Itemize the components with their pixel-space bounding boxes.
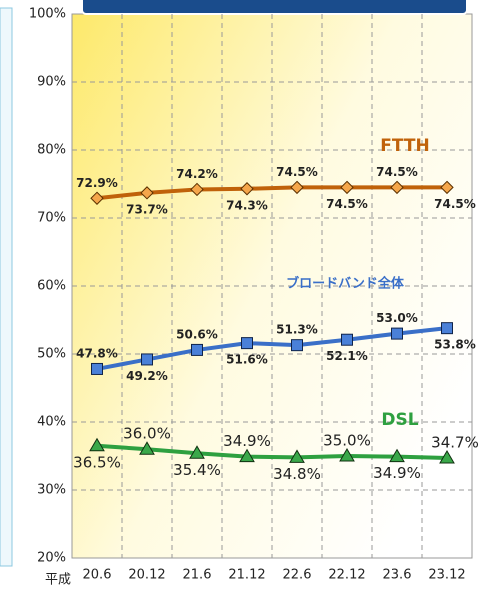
- marker: [440, 180, 454, 195]
- marker: [389, 448, 405, 463]
- data-label: 51.3%: [276, 323, 318, 337]
- marker: [241, 337, 253, 350]
- x-tick-label: 21.6: [183, 568, 212, 583]
- x-tick-label: 20.12: [128, 568, 165, 583]
- data-label: 72.9%: [76, 176, 118, 190]
- x-tick-label: 23.12: [428, 568, 465, 583]
- data-label: 74.2%: [176, 167, 218, 181]
- data-label: 34.9%: [373, 464, 421, 482]
- x-tick-label: 20.6: [83, 568, 112, 583]
- data-label: 74.3%: [226, 198, 268, 212]
- data-label: 50.6%: [176, 327, 218, 341]
- data-label: 34.7%: [431, 434, 479, 452]
- marker: [391, 327, 403, 340]
- marker: [340, 180, 354, 195]
- side-panel: [0, 7, 13, 567]
- y-tick-label: 80%: [37, 143, 66, 158]
- marker: [190, 182, 204, 197]
- marker: [441, 322, 453, 335]
- data-label: 34.8%: [273, 465, 321, 483]
- data-label: 74.5%: [434, 197, 476, 211]
- marker: [341, 333, 353, 346]
- marker: [291, 339, 303, 352]
- data-label: 36.5%: [73, 453, 121, 471]
- marker: [240, 182, 254, 196]
- series-line: [96, 443, 448, 461]
- marker: [89, 437, 105, 452]
- data-label: 35.4%: [173, 461, 221, 479]
- marker: [141, 353, 153, 366]
- marker: [339, 448, 355, 462]
- y-tick-label: 60%: [37, 279, 66, 294]
- data-label: 35.0%: [323, 432, 371, 450]
- series-line: [96, 326, 448, 371]
- marker: [289, 449, 305, 463]
- y-tick-label: 70%: [37, 211, 66, 226]
- series-name: ブロードバンド全体: [286, 276, 405, 292]
- x-tick-label: 23.6: [383, 568, 412, 583]
- data-label: 74.5%: [376, 165, 418, 179]
- data-label: 73.7%: [126, 202, 168, 216]
- banner: [81, 0, 468, 15]
- marker: [191, 343, 203, 356]
- x-tick-label: 21.12: [228, 568, 265, 583]
- x-axis-label: 平成: [45, 573, 71, 588]
- y-tick-label: 50%: [37, 347, 66, 362]
- x-tick-label: 22.6: [283, 568, 312, 583]
- marker: [140, 186, 154, 200]
- marker: [91, 362, 103, 375]
- data-label: 52.1%: [326, 349, 368, 363]
- y-tick-label: 100%: [29, 7, 66, 22]
- data-label: 53.0%: [376, 311, 418, 325]
- data-label: 51.6%: [226, 353, 268, 367]
- y-tick-label: 20%: [37, 551, 66, 566]
- marker: [90, 191, 104, 205]
- y-tick-label: 40%: [37, 415, 66, 430]
- data-label: 36.0%: [123, 425, 171, 443]
- marker: [290, 180, 304, 195]
- y-tick-label: 30%: [37, 483, 66, 498]
- marker: [189, 445, 205, 459]
- y-tick-label: 90%: [37, 75, 66, 90]
- marker: [439, 450, 455, 464]
- series-name: FTTH: [380, 136, 429, 156]
- data-label: 74.5%: [326, 197, 368, 211]
- data-label: 49.2%: [126, 369, 168, 383]
- data-label: 34.9%: [223, 432, 271, 450]
- marker: [390, 180, 404, 195]
- marker: [239, 448, 255, 463]
- series-name: DSL: [381, 410, 418, 430]
- series-line: [96, 185, 447, 201]
- x-tick-label: 22.12: [328, 568, 365, 583]
- data-label: 53.8%: [434, 338, 476, 352]
- data-label: 47.8%: [76, 346, 118, 360]
- marker: [139, 441, 155, 455]
- data-label: 74.5%: [276, 165, 318, 179]
